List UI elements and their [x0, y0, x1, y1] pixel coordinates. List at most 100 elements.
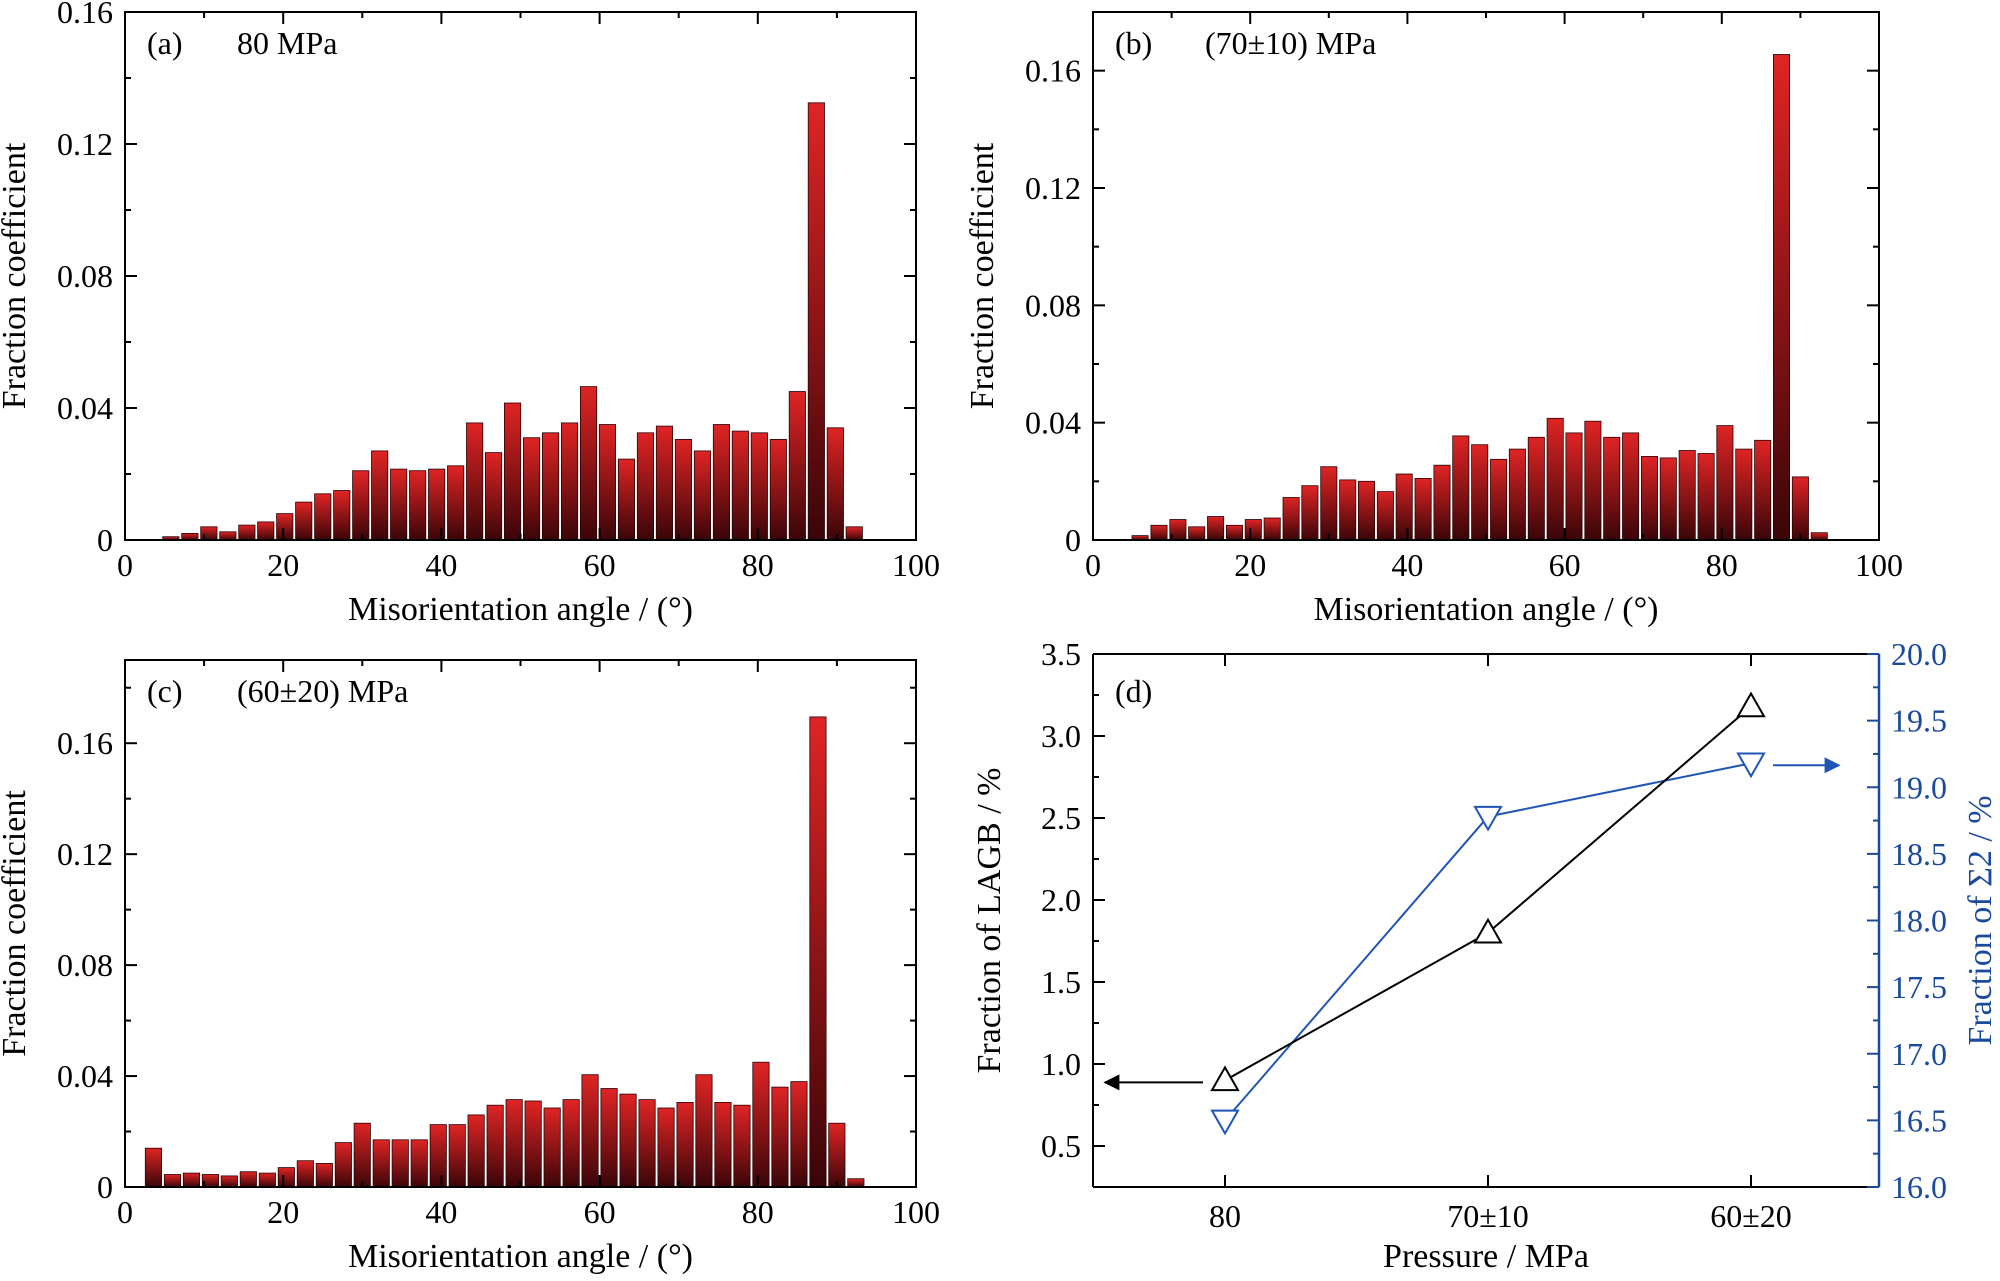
bar: [523, 437, 541, 541]
y-tick-label: 0: [97, 1169, 113, 1205]
bar: [486, 1104, 504, 1188]
y-tick-label: 1.0: [1041, 1046, 1081, 1082]
y-tick-label: 3.5: [1041, 636, 1081, 672]
bar: [277, 1167, 295, 1188]
bar: [771, 1086, 789, 1188]
lagb-series-line: [1224, 705, 1752, 1082]
bar: [315, 1163, 333, 1188]
bar: [1565, 432, 1583, 541]
x-tick-label: 60: [1549, 547, 1581, 583]
bar: [828, 1122, 846, 1188]
y-axis-label: Fraction coefficient: [964, 142, 1001, 409]
x-tick-label: 60: [584, 1194, 616, 1230]
x-axis-label: Misorientation angle / (°): [1313, 591, 1658, 628]
bar: [503, 402, 522, 541]
panel-b: 0 20 40 60 80 100 0 0.04 0.08 0.12 0.16 Misorientat…: [964, 11, 1903, 628]
bar: [1810, 532, 1828, 541]
bar: [638, 1099, 656, 1188]
bar: [1207, 516, 1225, 541]
bar: [1339, 479, 1357, 541]
bar: [1678, 450, 1696, 541]
y-axis-label: Fraction coefficient: [0, 790, 33, 1057]
bar: [1508, 448, 1526, 541]
bar: [1735, 448, 1753, 541]
x-tick-label: 0: [117, 1194, 133, 1230]
y-right-tick-label: 20.0: [1891, 636, 1947, 672]
x-axis-label: Pressure / MPa: [1383, 1238, 1589, 1275]
bar: [258, 1172, 276, 1188]
panel-label: (c): [147, 673, 183, 709]
y-right-tick-label: 16.0: [1891, 1169, 1947, 1205]
x-tick-label: 60: [584, 547, 616, 583]
y-tick-label: 0.04: [57, 1058, 113, 1094]
bar: [1414, 477, 1432, 541]
bar: [561, 422, 579, 541]
panel-label: (d): [1115, 673, 1152, 709]
panel-c: 0 20 40 60 80 100 0 0.04 0.08 0.12 0.16 Misorientat…: [0, 659, 940, 1275]
bar: [410, 1139, 428, 1188]
y-right-tick-label: 18.0: [1891, 903, 1947, 939]
y-tick-label: 2.5: [1041, 800, 1081, 836]
sigma2-point: [1210, 1109, 1240, 1136]
bar: [182, 1172, 201, 1188]
bar: [391, 1139, 409, 1188]
bar: [1490, 458, 1508, 541]
bar: [714, 1102, 732, 1188]
y-tick-label: 2.0: [1041, 882, 1081, 918]
bar: [295, 501, 313, 541]
y-tick-label: 0.12: [57, 836, 113, 872]
bar: [390, 468, 408, 541]
bar: [238, 524, 256, 541]
bar: [447, 465, 465, 541]
x-tick-label: 40: [1391, 547, 1423, 583]
bar: [617, 458, 635, 541]
y-axis-label: Fraction coefficient: [0, 142, 33, 409]
y-right-tick-label: 16.5: [1891, 1102, 1947, 1138]
bar: [1320, 466, 1338, 541]
x-tick-label: 80: [742, 1194, 774, 1230]
bar: [372, 1139, 390, 1188]
bar: [1641, 455, 1659, 541]
bar: [1697, 453, 1715, 541]
y-tick-label: 0: [1065, 522, 1081, 558]
bar: [1244, 519, 1262, 541]
bar: [580, 386, 598, 541]
x-tick-label: 40: [425, 1194, 457, 1230]
bar: [484, 452, 503, 541]
bar: [562, 1099, 580, 1188]
panel-label: (b): [1115, 25, 1152, 61]
x-axis-label: Misorientation angle / (°): [348, 591, 693, 628]
bar: [769, 438, 787, 541]
bar: [466, 422, 484, 541]
sigma2-point: [1473, 805, 1503, 832]
x-axis-label: Misorientation angle / (°): [348, 1238, 693, 1275]
y-tick-label: 0.16: [57, 725, 113, 761]
bar: [598, 424, 616, 541]
bar: [239, 1171, 257, 1188]
x-tick-label: 40: [425, 547, 457, 583]
x-tick-label: 100: [892, 547, 940, 583]
bar: [144, 1147, 163, 1188]
bar: [1527, 436, 1545, 541]
x-tick-label: 80: [1706, 547, 1738, 583]
y-tick-label: 1.5: [1041, 964, 1081, 1000]
bar: [845, 526, 863, 541]
bar: [1603, 436, 1621, 541]
bar: [712, 424, 730, 541]
x-tick-label: 80: [1209, 1198, 1241, 1234]
x-tick-label: 20: [267, 547, 299, 583]
bar: [750, 432, 768, 541]
bar: [1546, 417, 1564, 541]
bar: [1791, 476, 1809, 541]
bar: [1471, 444, 1489, 541]
bar: [257, 521, 275, 541]
y-tick-label: 0.16: [1025, 53, 1081, 89]
panel-label: (a): [147, 25, 183, 61]
bar: [655, 425, 673, 541]
x-tick-label: 100: [892, 1194, 940, 1230]
y-tick-label: 0.08: [57, 947, 113, 983]
y-tick-label: 3.0: [1041, 718, 1081, 754]
bar: [1754, 439, 1772, 541]
sigma2-point: [1736, 752, 1766, 779]
